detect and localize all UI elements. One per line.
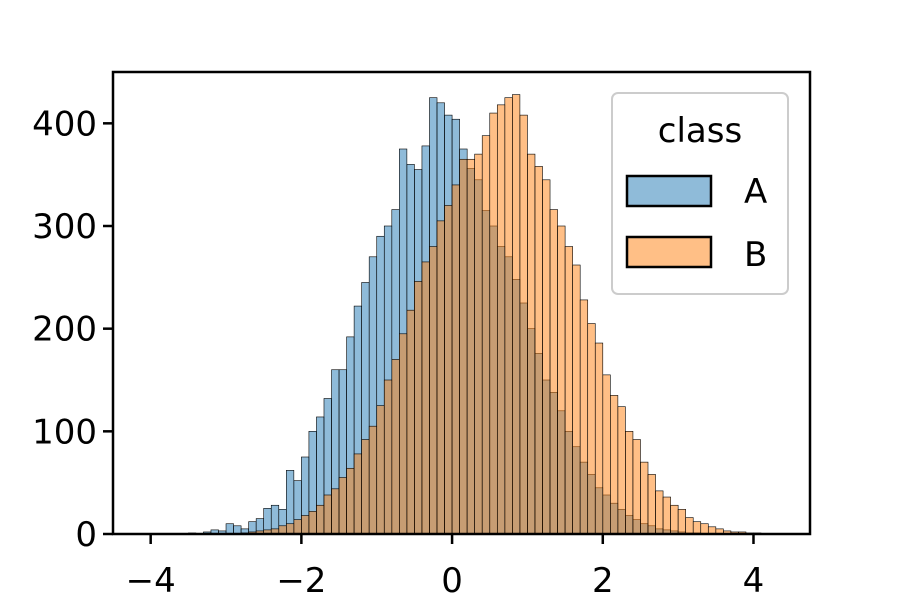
legend-title: class <box>658 111 742 151</box>
bar-series-b-35 <box>489 112 498 535</box>
bar-series-b-36 <box>496 104 506 535</box>
x-tick-label: 2 <box>592 561 614 600</box>
x-axis: −4 −2 0 2 4 <box>126 534 765 600</box>
bar-series-b-63 <box>700 523 709 535</box>
legend: class A B <box>611 92 789 295</box>
bar-series-b-23 <box>399 333 408 535</box>
bar-series-b-25 <box>414 281 423 535</box>
bar-series-b-49 <box>594 342 604 535</box>
y-tick-label: 200 <box>32 310 97 350</box>
y-axis: 0 100 200 300 400 <box>32 104 113 555</box>
bar-series-b-43 <box>549 209 558 535</box>
y-tick-label: 300 <box>32 207 97 247</box>
bar-series-b-15 <box>338 477 347 535</box>
y-tick-label: 100 <box>32 412 97 452</box>
bar-series-a-5 <box>225 523 234 535</box>
bar-series-b-10 <box>301 515 310 535</box>
bar-series-b-20 <box>376 405 385 535</box>
bar-series-b-56 <box>647 474 656 535</box>
legend-swatch-b <box>625 235 713 269</box>
x-tick-label: 0 <box>441 561 463 600</box>
bar-series-b-46 <box>572 264 581 535</box>
bar-series-b-12 <box>316 504 325 535</box>
bar-series-b-9 <box>293 519 302 535</box>
bar-series-b-16 <box>346 467 355 535</box>
bar-series-b-32 <box>466 158 475 535</box>
series-b-bars <box>240 94 762 535</box>
bar-series-b-59 <box>670 504 679 535</box>
bar-series-b-18 <box>361 439 370 535</box>
bar-series-b-34 <box>481 135 491 535</box>
y-tick-label: 0 <box>75 515 97 555</box>
bar-series-b-41 <box>534 166 543 535</box>
bar-series-b-62 <box>692 521 702 535</box>
bar-series-b-40 <box>527 153 536 535</box>
bar-series-b-28 <box>436 220 445 535</box>
bar-series-b-29 <box>444 205 453 535</box>
bar-series-b-26 <box>421 261 430 535</box>
bar-series-b-54 <box>632 439 641 535</box>
bar-series-b-60 <box>677 509 686 535</box>
plot-frame <box>111 70 812 536</box>
bar-series-b-24 <box>406 309 415 535</box>
bar-series-b-53 <box>625 431 634 535</box>
bar-series-b-11 <box>308 511 317 535</box>
legend-swatch-a <box>625 174 713 208</box>
bar-series-b-17 <box>353 453 362 535</box>
bar-series-b-21 <box>383 379 393 535</box>
x-tick-label: −4 <box>126 561 176 600</box>
legend-label-a: A <box>744 172 767 212</box>
bar-series-b-58 <box>662 496 671 535</box>
bar-series-b-61 <box>685 517 694 535</box>
bar-series-b-44 <box>557 225 566 535</box>
bar-series-b-30 <box>451 184 460 535</box>
bar-series-b-13 <box>323 494 332 535</box>
bar-series-b-33 <box>474 153 483 535</box>
bar-series-b-51 <box>610 395 619 535</box>
bar-series-b-45 <box>564 246 573 535</box>
bar-series-b-39 <box>519 114 528 535</box>
bar-series-b-50 <box>602 374 611 535</box>
legend-label-b: B <box>744 235 767 275</box>
bar-series-b-37 <box>504 97 513 535</box>
y-tick-label: 400 <box>32 104 97 144</box>
bar-series-b-14 <box>331 488 340 535</box>
bar-series-b-19 <box>368 425 378 535</box>
bar-series-b-57 <box>655 490 664 535</box>
bar-series-b-31 <box>459 158 468 535</box>
bar-series-b-22 <box>391 359 400 535</box>
x-tick-label: 4 <box>743 561 765 600</box>
bar-series-b-8 <box>286 523 295 535</box>
bar-series-b-47 <box>579 299 589 535</box>
bar-series-b-38 <box>512 94 521 535</box>
bar-series-b-42 <box>542 179 551 535</box>
bar-series-b-27 <box>429 246 438 535</box>
x-tick-label: −2 <box>276 561 326 600</box>
bar-series-b-48 <box>587 323 596 535</box>
bar-series-b-52 <box>617 406 626 535</box>
bar-series-b-55 <box>640 461 649 535</box>
